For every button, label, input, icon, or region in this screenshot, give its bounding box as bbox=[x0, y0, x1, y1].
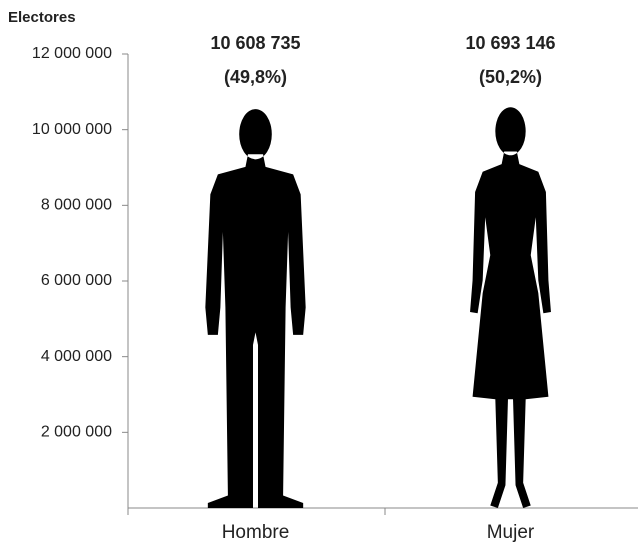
y-tick-label: 4 000 000 bbox=[41, 348, 112, 365]
value-label: 10 608 735 bbox=[210, 33, 300, 53]
y-tick-label: 10 000 000 bbox=[32, 121, 112, 138]
y-tick-label: 12 000 000 bbox=[32, 45, 112, 62]
y-tick-label: 6 000 000 bbox=[41, 272, 112, 289]
value-label: 10 693 146 bbox=[465, 33, 555, 53]
y-tick-label: 8 000 000 bbox=[41, 197, 112, 214]
share-label: (50,2%) bbox=[479, 67, 542, 87]
silhouette bbox=[470, 107, 551, 509]
silhouette bbox=[205, 109, 306, 509]
x-tick-label: Mujer bbox=[487, 522, 535, 543]
share-label: (49,8%) bbox=[224, 67, 287, 87]
x-tick-label: Hombre bbox=[222, 522, 290, 543]
y-tick-label: 2 000 000 bbox=[41, 424, 112, 441]
y-axis-label: Electores bbox=[8, 9, 76, 26]
